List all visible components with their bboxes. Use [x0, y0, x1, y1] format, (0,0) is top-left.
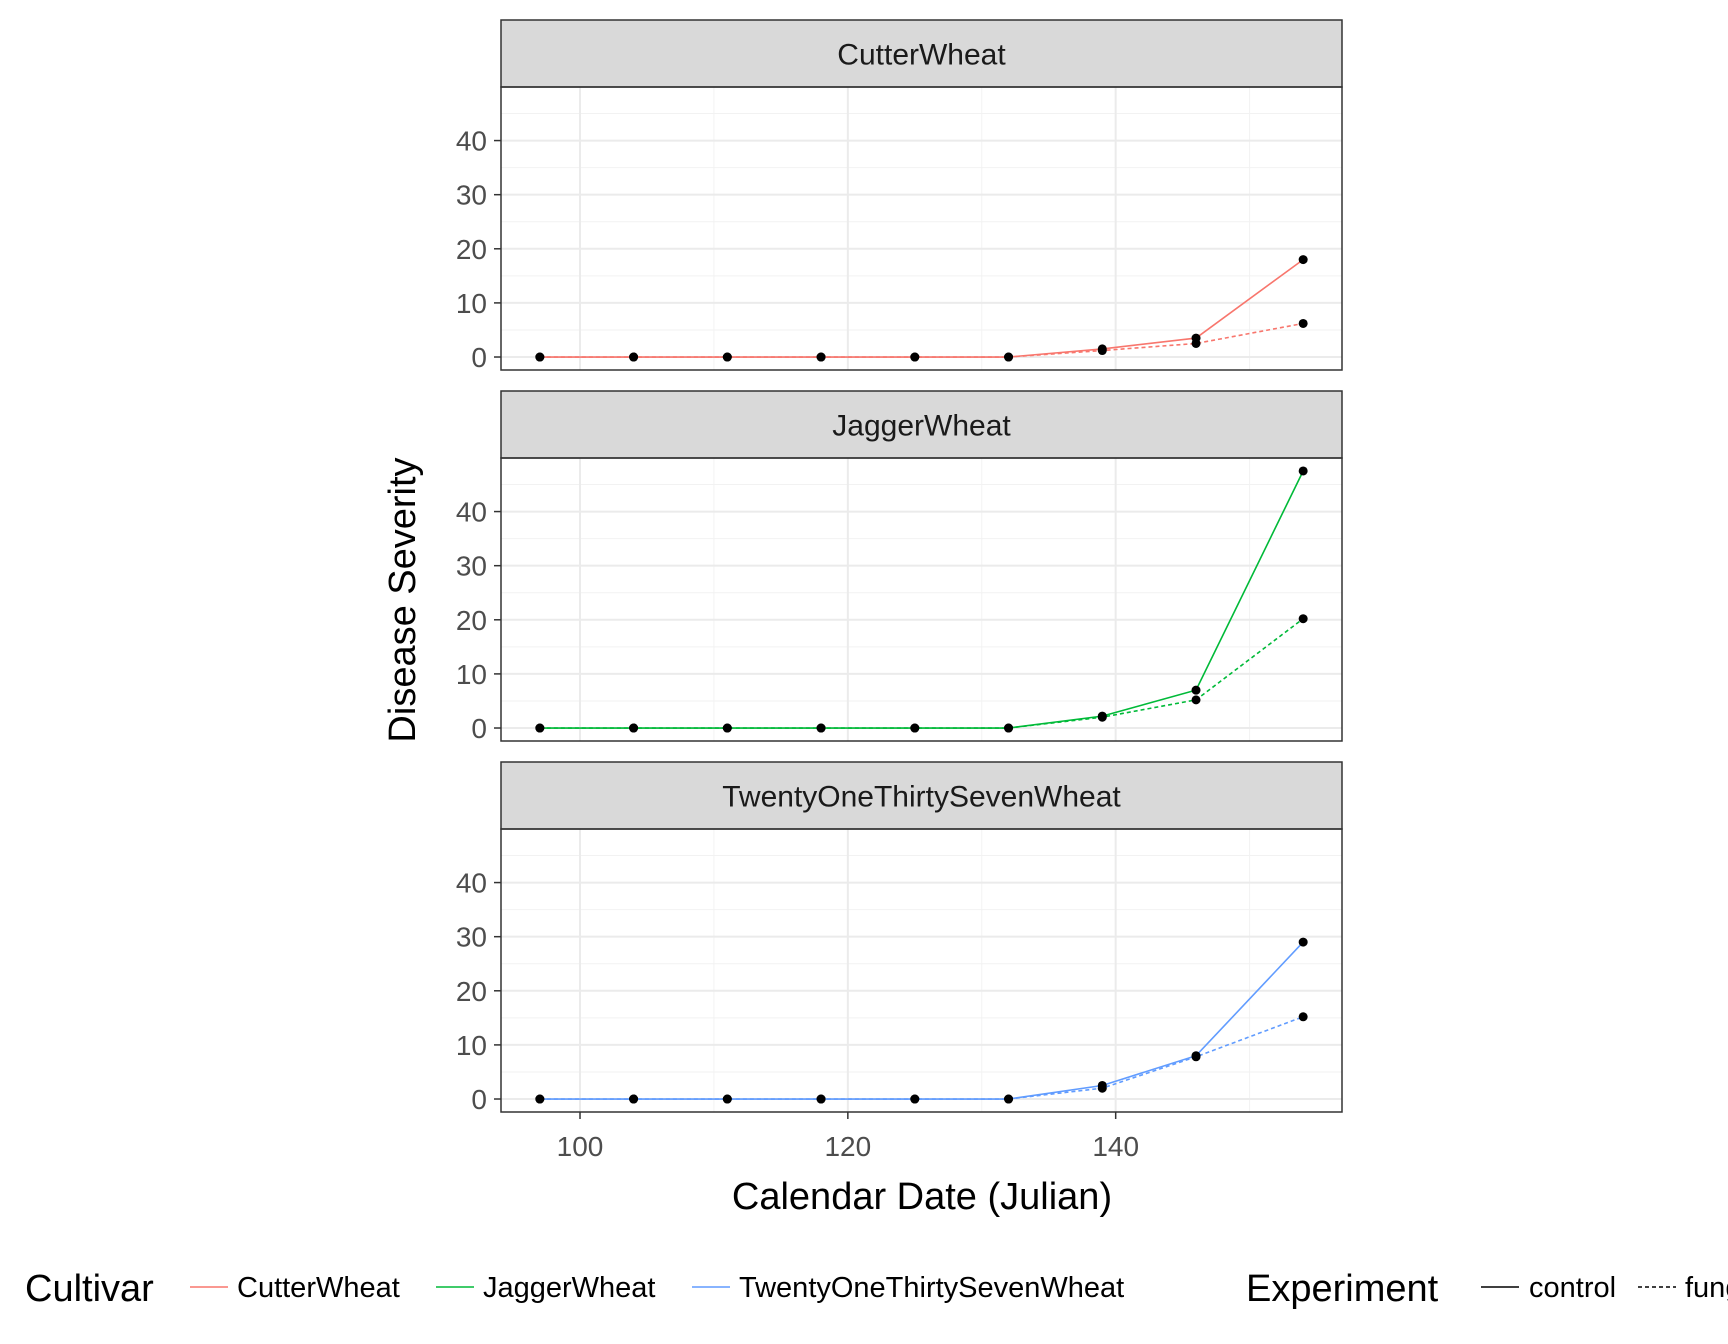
x-tick-label: 120	[824, 1131, 871, 1162]
data-point	[1004, 1094, 1014, 1104]
data-point	[1097, 1083, 1107, 1093]
data-point	[1191, 338, 1201, 348]
y-tick-label: 30	[456, 180, 487, 211]
legend-label: TwentyOneThirtySevenWheat	[739, 1272, 1124, 1304]
y-tick-label: 30	[456, 551, 487, 582]
data-point	[535, 1094, 545, 1104]
legend-label: fungicide	[1685, 1272, 1728, 1304]
legend-title-experiment: Experiment	[1246, 1268, 1439, 1310]
y-tick-label: 0	[471, 1084, 487, 1115]
data-point	[1097, 712, 1107, 722]
y-tick-label: 30	[456, 922, 487, 953]
data-point	[629, 352, 639, 362]
x-tick-label: 140	[1092, 1131, 1139, 1162]
data-point	[722, 723, 732, 733]
panel-background	[501, 829, 1342, 1112]
facet-panels: CutterWheat 0 10 20 30 40 JaggerWheat 0 10 20 30 40…	[456, 19, 1343, 1115]
data-point	[1191, 1052, 1201, 1062]
data-point	[910, 1094, 920, 1104]
y-tick-label: 40	[456, 497, 487, 528]
facet-strip	[500, 390, 1343, 459]
data-point	[1298, 937, 1308, 947]
panel-border	[500, 86, 1343, 371]
y-tick-label: 20	[456, 976, 487, 1007]
legend-label: JaggerWheat	[483, 1272, 656, 1304]
data-point	[1298, 255, 1308, 265]
x-axis: 100 120 140	[557, 1112, 1139, 1162]
data-point	[1298, 1012, 1308, 1022]
panel-background	[501, 87, 1342, 370]
data-point	[629, 1094, 639, 1104]
data-point	[1298, 614, 1308, 624]
y-tick-label: 20	[456, 605, 487, 636]
data-point	[816, 723, 826, 733]
facet-1: JaggerWheat 0 10 20 30 40	[456, 390, 1343, 744]
data-point	[1298, 318, 1308, 328]
panel-border	[500, 457, 1343, 742]
data-point	[1191, 695, 1201, 705]
y-tick-label: 0	[471, 342, 487, 373]
panel-background	[501, 458, 1342, 741]
facet-strip-label: TwentyOneThirtySevenWheat	[722, 781, 1121, 814]
data-point	[722, 1094, 732, 1104]
legend-label: CutterWheat	[237, 1272, 400, 1304]
facet-0: CutterWheat 0 10 20 30 40	[456, 19, 1343, 373]
y-tick-label: 20	[456, 234, 487, 265]
data-point	[1097, 346, 1107, 356]
data-point	[535, 723, 545, 733]
data-point	[1191, 685, 1201, 695]
x-axis-title: Calendar Date (Julian)	[732, 1176, 1112, 1218]
legend: Cultivar CutterWheat JaggerWheat TwentyOneT…	[25, 1268, 1728, 1310]
data-point	[629, 723, 639, 733]
facet-strip-label: CutterWheat	[837, 39, 1006, 72]
data-point	[722, 352, 732, 362]
facet-strip-label: JaggerWheat	[832, 410, 1011, 443]
data-point	[816, 1094, 826, 1104]
y-axis-title: Disease Severity	[382, 457, 424, 742]
data-point	[910, 723, 920, 733]
data-point	[816, 352, 826, 362]
data-point	[1004, 352, 1014, 362]
facet-2: TwentyOneThirtySevenWheat 0 10 20 30 40	[456, 761, 1343, 1115]
y-tick-label: 40	[456, 868, 487, 899]
y-tick-label: 10	[456, 1030, 487, 1061]
y-tick-label: 10	[456, 659, 487, 690]
legend-title-cultivar: Cultivar	[25, 1268, 154, 1310]
y-tick-label: 40	[456, 126, 487, 157]
y-tick-label: 0	[471, 713, 487, 744]
data-point	[910, 352, 920, 362]
y-tick-label: 10	[456, 288, 487, 319]
data-point	[1298, 466, 1308, 476]
data-point	[535, 352, 545, 362]
x-tick-label: 100	[557, 1131, 604, 1162]
panel-border	[500, 828, 1343, 1113]
legend-label: control	[1529, 1272, 1616, 1304]
facet-strip	[500, 761, 1343, 830]
data-point	[1004, 723, 1014, 733]
